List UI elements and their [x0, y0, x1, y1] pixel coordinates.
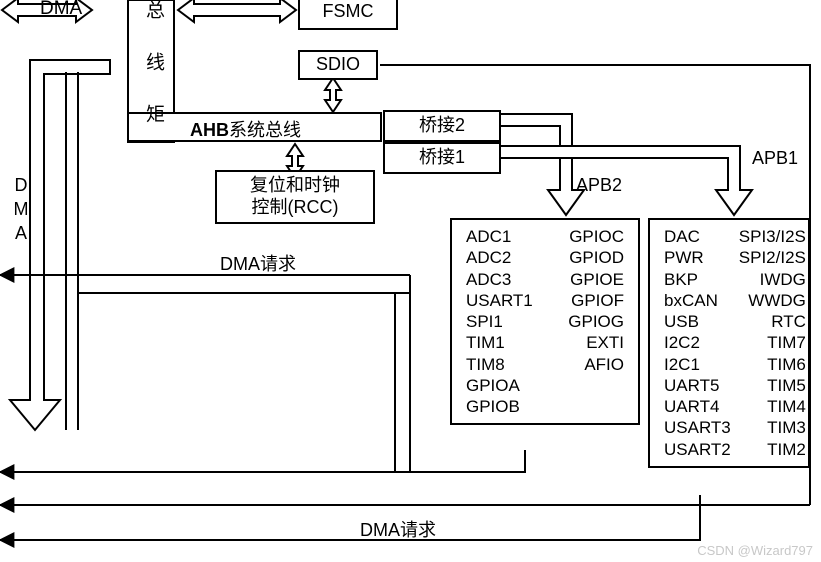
apb2-peripherals: ADC1GPIOCADC2GPIODADC3GPIOEUSART1GPIOFSP… [450, 218, 640, 425]
peripheral-cell: GPIOE [552, 269, 628, 290]
peripheral-cell: bxCAN [660, 290, 735, 311]
peripheral-cell: ADC1 [462, 226, 552, 247]
apb2-label: APB2 [576, 175, 622, 196]
fsmc-label: FSMC [323, 1, 374, 23]
sdio-label: SDIO [316, 54, 360, 76]
peripheral-cell: TIM2 [735, 439, 810, 460]
peripheral-cell: TIM6 [735, 354, 810, 375]
peripheral-cell: TIM5 [735, 375, 810, 396]
sdio-box: SDIO [298, 50, 378, 80]
apb1-peripherals: DACSPI3/I2SPWRSPI2/I2SBKPIWDGbxCANWWDGUS… [648, 218, 810, 468]
peripheral-cell: GPIOC [552, 226, 628, 247]
peripheral-cell: DAC [660, 226, 735, 247]
peripheral-cell: WWDG [735, 290, 810, 311]
dma-request-1-label: DMA请求 [220, 250, 296, 276]
watermark: CSDN @Wizard797 [697, 543, 813, 558]
peripheral-cell: GPIOF [552, 290, 628, 311]
peripheral-cell: ADC3 [462, 269, 552, 290]
dma-request-2-label: DMA请求 [360, 516, 436, 542]
peripheral-cell: I2C2 [660, 332, 735, 353]
peripheral-cell: BKP [660, 269, 735, 290]
peripheral-cell: USB [660, 311, 735, 332]
bridge1-box: 桥接1 [383, 142, 501, 174]
peripheral-cell [552, 375, 628, 396]
peripheral-cell: PWR [660, 247, 735, 268]
peripheral-cell: AFIO [552, 354, 628, 375]
peripheral-cell: GPIOB [462, 396, 552, 417]
peripheral-cell: I2C1 [660, 354, 735, 375]
fsmc-box: FSMC [298, 0, 398, 30]
peripheral-cell: USART3 [660, 417, 735, 438]
peripheral-cell: TIM1 [462, 332, 552, 353]
peripheral-cell: UART4 [660, 396, 735, 417]
bridge2-label: 桥接2 [419, 115, 465, 137]
peripheral-cell: GPIOA [462, 375, 552, 396]
peripheral-cell: IWDG [735, 269, 810, 290]
peripheral-cell [552, 396, 628, 417]
peripheral-cell: RTC [735, 311, 810, 332]
peripheral-cell: EXTI [552, 332, 628, 353]
peripheral-cell: TIM3 [735, 417, 810, 438]
apb1-label: APB1 [752, 148, 798, 169]
dma-side-label: DMA [10, 175, 31, 247]
peripheral-cell: TIM4 [735, 396, 810, 417]
rcc-box: 复位和时钟 控制(RCC) [215, 170, 375, 224]
peripheral-cell: USART1 [462, 290, 552, 311]
peripheral-cell: SPI3/I2S [735, 226, 810, 247]
peripheral-cell: GPIOD [552, 247, 628, 268]
peripheral-cell: SPI2/I2S [735, 247, 810, 268]
peripheral-cell: SPI1 [462, 311, 552, 332]
peripheral-cell: TIM8 [462, 354, 552, 375]
peripheral-cell: TIM7 [735, 332, 810, 353]
bridge1-label: 桥接1 [419, 147, 465, 169]
peripheral-cell: USART2 [660, 439, 735, 460]
peripheral-cell: ADC2 [462, 247, 552, 268]
bus-matrix-label: 总 线 矩 [140, 0, 167, 129]
peripheral-cell: UART5 [660, 375, 735, 396]
bridge2-box: 桥接2 [383, 110, 501, 142]
rcc-label: 复位和时钟 控制(RCC) [250, 175, 340, 218]
peripheral-cell: GPIOG [552, 311, 628, 332]
dma-top-label: DMA [40, 0, 82, 20]
ahb-label: AHBAHB系统总线系统总线 [190, 116, 301, 142]
